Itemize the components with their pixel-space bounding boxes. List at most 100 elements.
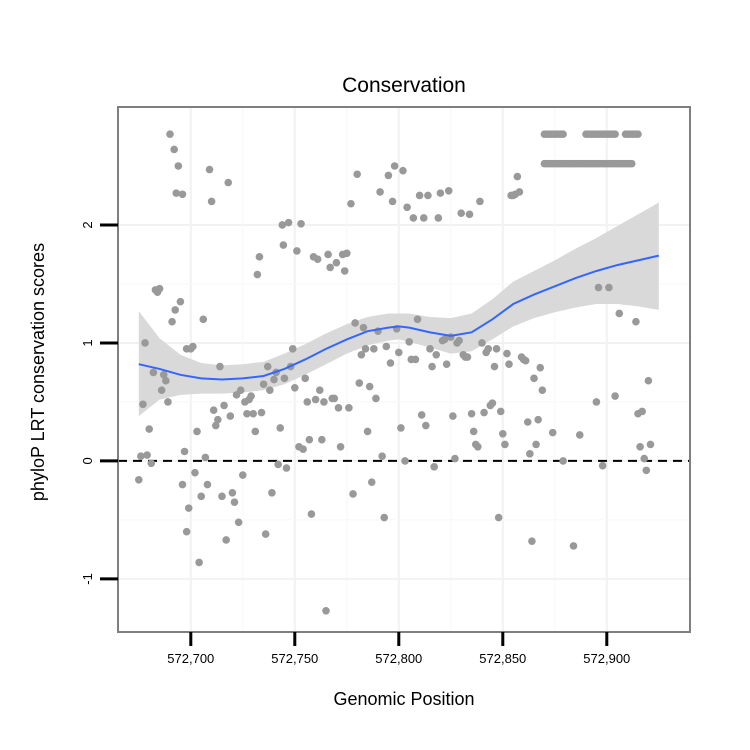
data-point: [424, 191, 432, 200]
data-point: [605, 283, 613, 292]
data-point: [226, 412, 235, 420]
data-point: [135, 476, 143, 484]
data-point: [627, 159, 636, 168]
data-point: [301, 374, 310, 383]
data-point: [490, 362, 499, 371]
data-point: [496, 407, 505, 416]
data-point: [299, 445, 307, 453]
data-point: [397, 424, 405, 432]
data-point: [644, 376, 653, 385]
confidence-band: [138, 202, 659, 417]
data-point: [322, 606, 330, 615]
data-point: [332, 258, 341, 267]
data-point: [171, 306, 179, 314]
data-point: [197, 492, 205, 501]
data-point: [253, 270, 262, 279]
data-point: [307, 510, 316, 518]
data-point: [403, 203, 411, 212]
data-point: [180, 447, 189, 456]
data-point: [528, 537, 536, 545]
data-point: [330, 394, 339, 403]
data-point: [361, 345, 370, 353]
data-point: [184, 504, 193, 512]
data-point: [249, 409, 257, 418]
x-tick-label: 572,900: [583, 651, 630, 666]
y-axis: -1 0 1 2: [80, 221, 118, 585]
data-point: [632, 317, 640, 326]
data-point: [228, 488, 237, 497]
data-point: [280, 374, 289, 383]
data-point: [409, 214, 418, 222]
data-point: [469, 427, 478, 436]
data-point: [449, 412, 457, 420]
data-point: [526, 450, 534, 458]
data-point: [447, 333, 455, 341]
data-point: [222, 536, 230, 544]
data-point: [320, 398, 328, 406]
data-point: [611, 392, 619, 400]
data-point: [559, 130, 567, 138]
data-point: [170, 145, 178, 154]
data-point: [164, 398, 172, 406]
y-tick-label: 1: [80, 339, 95, 346]
data-point: [357, 350, 366, 359]
data-point: [303, 398, 312, 406]
data-point: [270, 375, 278, 384]
data-point: [428, 362, 436, 371]
data-point: [417, 411, 426, 419]
data-point: [646, 440, 655, 449]
data-point: [347, 199, 355, 208]
data-point: [455, 336, 463, 345]
data-point: [480, 408, 488, 417]
data-point: [203, 480, 212, 489]
panel-border: [117, 106, 691, 633]
data-point: [291, 383, 299, 392]
data-point: [279, 241, 288, 249]
data-point: [288, 345, 297, 353]
smooth-curve: [138, 254, 660, 381]
data-point: [193, 427, 201, 436]
data-point: [415, 191, 424, 200]
data-point: [465, 210, 474, 219]
data-point: [336, 442, 345, 451]
data-point: [451, 454, 459, 463]
data-point: [457, 209, 466, 217]
data-point: [376, 188, 384, 196]
data-point: [372, 394, 380, 403]
data-point: [274, 460, 282, 469]
data-point: [263, 362, 272, 371]
data-point: [419, 214, 428, 222]
data-point: [492, 345, 501, 353]
data-point: [297, 219, 305, 228]
data-point: [251, 427, 260, 436]
data-point: [345, 404, 353, 412]
data-point: [386, 359, 395, 367]
data-point: [141, 339, 149, 347]
x-tick-label: 572,700: [167, 651, 214, 666]
data-point: [159, 371, 168, 379]
data-point: [276, 424, 285, 432]
data-point: [162, 376, 170, 385]
data-point: [155, 284, 164, 293]
data-point: [211, 421, 220, 430]
data-point: [536, 363, 545, 372]
data-point: [351, 319, 359, 327]
data-point: [384, 171, 393, 180]
data-point: [261, 530, 270, 538]
data-point: [284, 218, 293, 227]
data-point: [548, 428, 557, 437]
data-point: [236, 386, 245, 394]
data-point: [434, 214, 443, 222]
data-point: [324, 250, 332, 259]
data-point: [268, 488, 276, 497]
data-point: [201, 453, 210, 462]
data-point: [230, 498, 239, 507]
data-point: [340, 267, 349, 275]
data-point: [640, 454, 649, 463]
data-point: [224, 178, 233, 187]
data-point: [234, 518, 243, 527]
data-point: [380, 513, 389, 522]
data-point: [638, 407, 646, 416]
x-axis: 572,700 572,750 572,800 572,850 572,900: [167, 632, 630, 666]
